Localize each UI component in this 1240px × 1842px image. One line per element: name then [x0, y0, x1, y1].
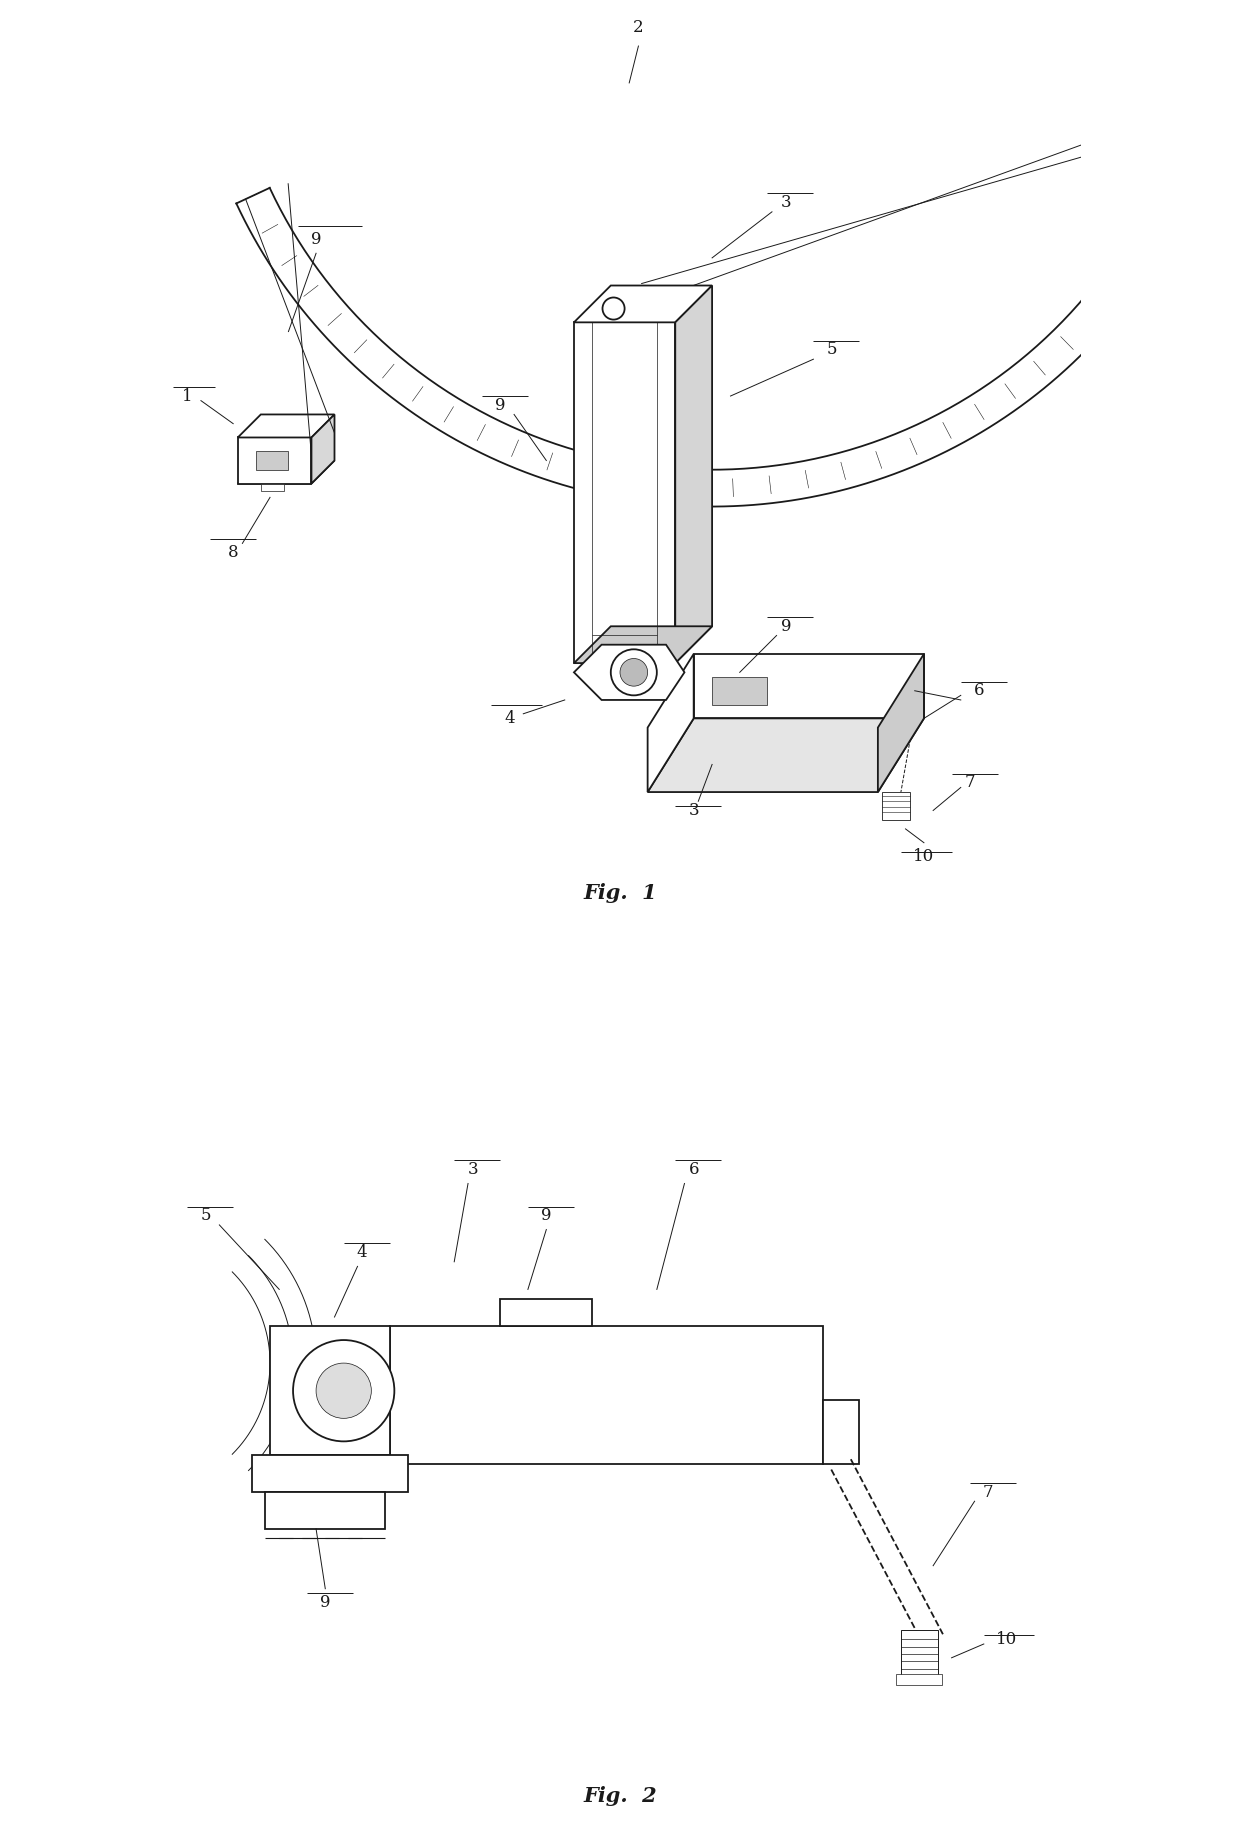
Text: 9: 9 — [780, 617, 791, 635]
Text: 6: 6 — [688, 1160, 699, 1179]
Text: 3: 3 — [688, 801, 699, 820]
Polygon shape — [574, 626, 712, 663]
Polygon shape — [693, 654, 924, 718]
Polygon shape — [311, 414, 335, 484]
Text: 8: 8 — [228, 543, 238, 562]
Text: 9: 9 — [495, 396, 506, 414]
Text: 5: 5 — [201, 1207, 211, 1225]
FancyBboxPatch shape — [389, 1326, 822, 1464]
Text: 7: 7 — [965, 774, 976, 792]
Polygon shape — [647, 654, 693, 792]
Polygon shape — [574, 322, 676, 663]
Text: 10: 10 — [914, 847, 935, 866]
Polygon shape — [238, 460, 335, 484]
FancyBboxPatch shape — [265, 1492, 386, 1529]
FancyBboxPatch shape — [252, 1455, 408, 1492]
Polygon shape — [883, 792, 910, 820]
Polygon shape — [238, 438, 311, 484]
Text: 2: 2 — [634, 18, 644, 37]
Text: 9: 9 — [311, 230, 321, 249]
Text: 9: 9 — [320, 1593, 331, 1612]
Circle shape — [611, 650, 657, 696]
Circle shape — [293, 1341, 394, 1440]
Text: Fig.  2: Fig. 2 — [583, 1787, 657, 1805]
FancyBboxPatch shape — [500, 1299, 593, 1326]
Polygon shape — [647, 718, 924, 792]
Text: 9: 9 — [541, 1207, 552, 1225]
Polygon shape — [260, 484, 284, 490]
Text: 10: 10 — [996, 1630, 1018, 1649]
Text: 6: 6 — [973, 682, 985, 700]
Polygon shape — [878, 654, 924, 792]
Polygon shape — [257, 451, 289, 470]
FancyBboxPatch shape — [897, 1674, 942, 1685]
Polygon shape — [676, 286, 712, 663]
Circle shape — [620, 659, 647, 687]
FancyBboxPatch shape — [901, 1630, 937, 1676]
Text: Fig.  1: Fig. 1 — [583, 884, 657, 903]
FancyBboxPatch shape — [270, 1326, 389, 1455]
Polygon shape — [574, 645, 684, 700]
Polygon shape — [822, 1400, 859, 1464]
Text: 4: 4 — [357, 1243, 367, 1262]
Circle shape — [316, 1363, 371, 1418]
Text: 3: 3 — [467, 1160, 477, 1179]
Circle shape — [603, 298, 625, 321]
Text: 3: 3 — [780, 193, 791, 212]
Polygon shape — [712, 678, 768, 704]
Text: 5: 5 — [827, 341, 837, 359]
Polygon shape — [238, 414, 335, 438]
Text: 4: 4 — [505, 709, 515, 728]
Text: 1: 1 — [182, 387, 192, 405]
Polygon shape — [574, 286, 712, 322]
Text: 7: 7 — [983, 1483, 993, 1501]
